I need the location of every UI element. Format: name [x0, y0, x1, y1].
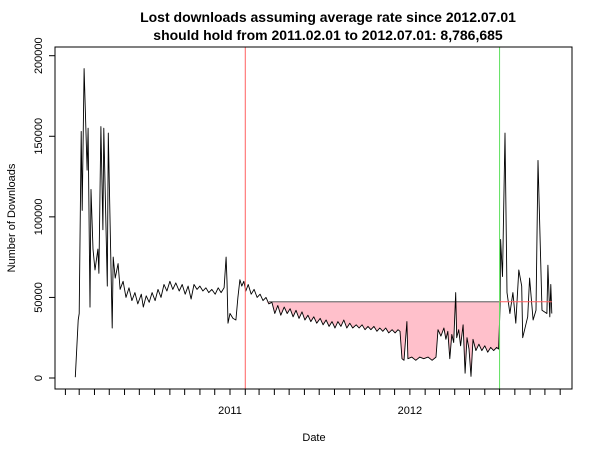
y-tick-label: 150000: [33, 118, 45, 155]
x-tick-label: 2011: [218, 405, 242, 417]
downloads-series-line: [74, 68, 553, 378]
plot-frame: [54, 46, 573, 390]
x-axis-label: Date: [302, 432, 325, 444]
y-axis-label: Number of Downloads: [6, 163, 18, 272]
y-tick-label: 100000: [33, 198, 45, 235]
y-tick-label: 200000: [33, 37, 45, 74]
chart-title: Lost downloads assuming average rate sin…: [140, 9, 516, 25]
lost-downloads-area: [245, 301, 500, 377]
lost-area-polygon: [245, 301, 500, 377]
markers-layer: [244, 47, 552, 389]
y-tick-label: 0: [33, 375, 45, 381]
x-tick-label: 2012: [398, 405, 422, 417]
y-axis: 0 50000 100000 150000 200000: [33, 37, 55, 381]
chart-subtitle: should hold from 2011.02.01 to 2012.07.0…: [153, 27, 503, 43]
x-axis: 2011 2012: [64, 389, 561, 417]
series-layer: [74, 68, 553, 378]
y-tick-label: 50000: [33, 282, 45, 313]
